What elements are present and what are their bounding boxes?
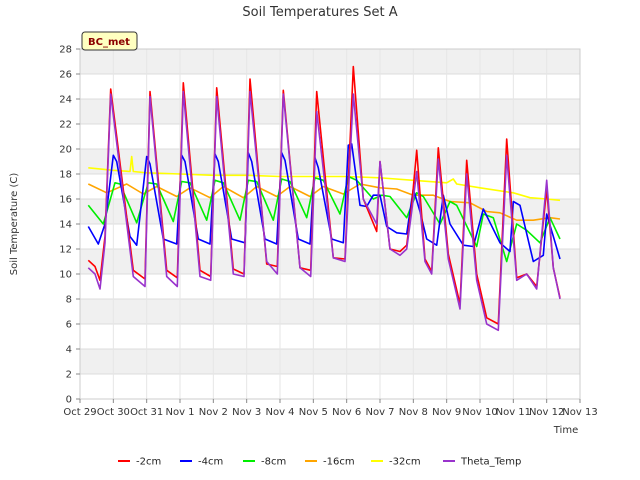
plot-band	[80, 124, 580, 149]
y-tick-label: 16	[59, 195, 72, 206]
x-tick-label: Nov 11	[496, 407, 531, 418]
plot-band	[80, 74, 580, 99]
y-tick-label: 6	[66, 320, 72, 331]
y-tick-label: 14	[59, 220, 72, 231]
y-tick-label: 0	[66, 395, 72, 406]
y-tick-label: 28	[59, 45, 72, 56]
station-badge-label: BC_met	[88, 37, 130, 48]
x-tick-label: Oct 30	[97, 407, 130, 418]
x-tick-label: Oct 31	[130, 407, 163, 418]
plot-band	[80, 274, 580, 299]
y-tick-label: 20	[59, 145, 72, 156]
x-tick-label: Nov 8	[399, 407, 428, 418]
x-tick-label: Nov 2	[199, 407, 228, 418]
legend-label: -32cm	[389, 457, 421, 468]
legend-label: Theta_Temp	[460, 457, 521, 468]
legend-item: -4cm	[180, 457, 223, 468]
plot-band	[80, 299, 580, 324]
legend-item: -32cm	[371, 457, 421, 468]
x-axis: Oct 29 Oct 30 Oct 31 Nov 1 Nov 2 Nov 3 Nov 4 No…	[63, 399, 598, 418]
y-tick-label: 12	[59, 245, 72, 256]
x-tick-label: Nov 3	[232, 407, 261, 418]
plot-band	[80, 349, 580, 374]
x-tick-label: Nov 10	[462, 407, 497, 418]
legend-label: -16cm	[323, 457, 355, 468]
chart-title: Soil Temperatures Set A	[242, 5, 397, 20]
legend-item: -8cm	[243, 457, 286, 468]
legend-label: -4cm	[198, 457, 223, 468]
legend-item: -16cm	[305, 457, 355, 468]
plot-band	[80, 374, 580, 399]
y-tick-label: 26	[59, 70, 72, 81]
y-tick-label: 22	[59, 120, 72, 131]
legend-item: -2cm	[118, 457, 161, 468]
y-tick-label: 24	[59, 95, 72, 106]
legend: -2cm -4cm -8cm -16cm -32cm Theta_Temp	[118, 457, 521, 468]
y-tick-label: 10	[59, 270, 72, 281]
series-line-8cm	[87, 175, 561, 263]
x-tick-label: Nov 1	[165, 407, 194, 418]
x-tick-label: Nov 6	[332, 407, 361, 418]
series-line-theta-temp	[87, 90, 561, 332]
y-tick-label: 18	[59, 170, 72, 181]
plot-band	[80, 324, 580, 349]
x-tick-label: Nov 12	[529, 407, 564, 418]
legend-item: Theta_Temp	[443, 457, 521, 468]
x-tick-label: Nov 13	[562, 407, 597, 418]
x-tick-label: Oct 29	[63, 407, 96, 418]
y-axis-title: Soil Temperature (C)	[9, 173, 20, 276]
plot-band	[80, 249, 580, 274]
legend-label: -2cm	[136, 457, 161, 468]
legend-label: -8cm	[261, 457, 286, 468]
y-tick-label: 2	[66, 370, 72, 381]
plot-band	[80, 49, 580, 74]
x-tick-label: Nov 7	[365, 407, 394, 418]
x-axis-title: Time	[553, 425, 578, 436]
station-badge: BC_met	[81, 31, 138, 51]
series-line-4cm	[87, 143, 561, 263]
x-tick-label: Nov 5	[299, 407, 328, 418]
y-tick-label: 8	[66, 295, 72, 306]
series-line-16cm	[87, 183, 561, 221]
series-line-32cm	[88, 155, 561, 202]
y-tick-label: 4	[66, 345, 72, 356]
plot-band	[80, 149, 580, 174]
series-lines	[87, 65, 561, 332]
x-tick-label: Nov 4	[265, 407, 294, 418]
plot-band	[80, 99, 580, 124]
x-tick-label: Nov 9	[432, 407, 461, 418]
